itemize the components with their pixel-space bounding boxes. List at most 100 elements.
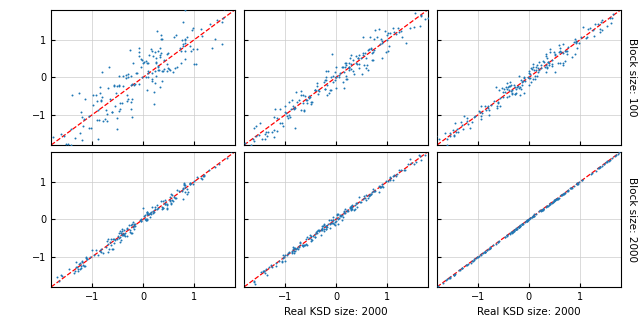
Point: [324, 225, 335, 230]
Point: [525, 79, 536, 84]
Point: [111, 90, 121, 95]
Point: [83, 257, 93, 262]
Point: [563, 187, 573, 193]
Point: [388, 177, 399, 183]
Point: [115, 236, 125, 241]
Point: [150, 50, 161, 55]
Point: [502, 233, 512, 238]
Point: [620, 146, 630, 152]
Point: [467, 120, 477, 125]
Point: [555, 49, 565, 54]
Point: [481, 107, 491, 112]
Point: [344, 64, 355, 69]
Point: [298, 92, 308, 97]
Point: [515, 85, 525, 90]
Point: [337, 213, 347, 218]
Point: [520, 219, 530, 225]
Point: [162, 51, 172, 56]
Point: [222, 156, 232, 161]
Point: [96, 247, 106, 252]
Point: [305, 232, 315, 238]
Point: [376, 185, 387, 190]
Point: [141, 209, 152, 215]
Point: [362, 63, 372, 68]
Point: [108, 110, 118, 115]
Point: [121, 73, 131, 78]
Point: [544, 60, 554, 66]
Point: [461, 262, 472, 267]
Point: [346, 67, 356, 72]
Point: [346, 205, 356, 211]
Point: [367, 189, 378, 195]
Point: [422, 140, 433, 145]
Point: [126, 107, 136, 112]
Point: [166, 191, 176, 197]
Point: [550, 69, 560, 74]
Point: [515, 93, 525, 98]
Point: [8, 319, 19, 324]
Point: [339, 206, 349, 211]
Point: [79, 117, 90, 122]
Point: [347, 204, 357, 209]
Point: [589, 34, 599, 39]
Point: [344, 60, 355, 66]
Point: [192, 174, 202, 179]
Point: [298, 100, 308, 105]
Point: [334, 75, 344, 80]
Point: [509, 82, 519, 88]
Point: [605, 157, 615, 162]
Point: [284, 113, 294, 118]
Point: [539, 60, 549, 65]
Point: [143, 70, 153, 75]
Point: [511, 227, 522, 232]
Point: [204, 167, 214, 172]
Point: [321, 224, 332, 229]
Point: [300, 94, 310, 99]
Point: [380, 29, 390, 34]
Point: [468, 258, 478, 263]
Point: [108, 110, 118, 115]
Point: [103, 86, 113, 91]
Point: [377, 55, 387, 60]
Point: [509, 227, 520, 232]
Point: [485, 245, 495, 250]
Point: [156, 207, 166, 212]
Point: [115, 235, 125, 240]
Point: [508, 91, 518, 96]
Point: [251, 133, 261, 139]
Point: [520, 78, 531, 83]
Point: [120, 230, 130, 236]
Point: [369, 37, 380, 42]
Point: [344, 68, 355, 73]
Point: [619, 12, 629, 18]
Point: [148, 101, 159, 106]
Point: [116, 230, 126, 236]
Point: [350, 202, 360, 208]
Point: [556, 192, 566, 198]
Point: [518, 75, 529, 80]
Point: [312, 231, 323, 236]
Point: [277, 259, 287, 264]
Point: [556, 50, 566, 55]
Point: [94, 117, 104, 122]
Point: [338, 215, 348, 220]
Point: [348, 207, 358, 212]
Point: [367, 50, 377, 55]
Point: [237, 145, 247, 151]
Point: [300, 243, 310, 248]
Point: [321, 225, 331, 230]
Point: [476, 253, 486, 258]
Point: [257, 136, 267, 141]
Point: [250, 13, 260, 18]
Point: [462, 118, 472, 123]
Point: [502, 86, 512, 92]
Point: [527, 215, 537, 220]
Point: [316, 228, 326, 233]
Point: [246, 142, 256, 148]
Point: [516, 82, 527, 87]
Point: [374, 189, 384, 194]
Point: [337, 217, 347, 222]
Point: [532, 73, 542, 79]
Point: [31, 295, 41, 300]
Point: [301, 97, 312, 103]
